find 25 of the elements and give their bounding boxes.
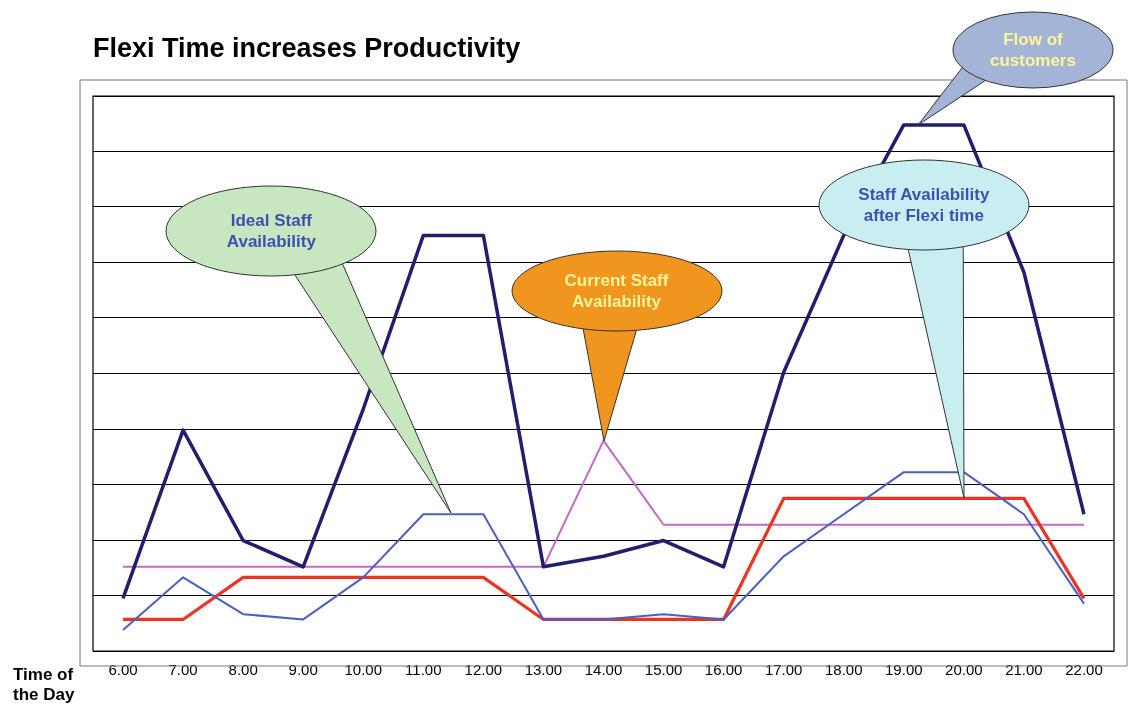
annotation: Ideal Staff Availability <box>225 209 317 252</box>
x-tick-label: 6.00 <box>108 661 138 679</box>
x-tick-label: 9.00 <box>288 661 318 679</box>
annotation: Staff Availability after Flexi time <box>857 184 991 227</box>
x-tick-label: 14.00 <box>584 661 623 679</box>
x-tick-label: 18.00 <box>824 661 863 679</box>
x-tick-label: 19.00 <box>885 661 923 679</box>
x-axis-title: Time of the Day <box>13 664 75 704</box>
x-tick-label: 22.00 <box>1065 661 1103 679</box>
x-tick-label: 13.00 <box>524 661 563 679</box>
x-tick-label: 8.00 <box>228 661 258 679</box>
x-tick-label: 7.00 <box>168 661 198 679</box>
x-tick-label: 15.00 <box>644 661 683 679</box>
x-tick-label: 12.00 <box>464 661 503 679</box>
x-tick-label: 11.00 <box>405 661 442 679</box>
annotation: Current Staff Availability <box>563 269 670 312</box>
x-tick-label: 16.00 <box>704 661 743 679</box>
speech-bubble: Ideal Staff Availability <box>165 184 453 514</box>
x-tick-label: 17.00 <box>764 661 803 679</box>
x-tick-label: 20.00 <box>945 661 983 679</box>
speech-bubble: Current Staff Availability <box>510 249 723 442</box>
x-tick-label: 21.00 <box>1005 661 1043 679</box>
chart-title: Flexi Time increases Productivity <box>93 33 521 64</box>
x-tick-label: 10.00 <box>344 661 383 679</box>
speech-bubble: Staff Availability after Flexi time <box>817 159 1030 500</box>
